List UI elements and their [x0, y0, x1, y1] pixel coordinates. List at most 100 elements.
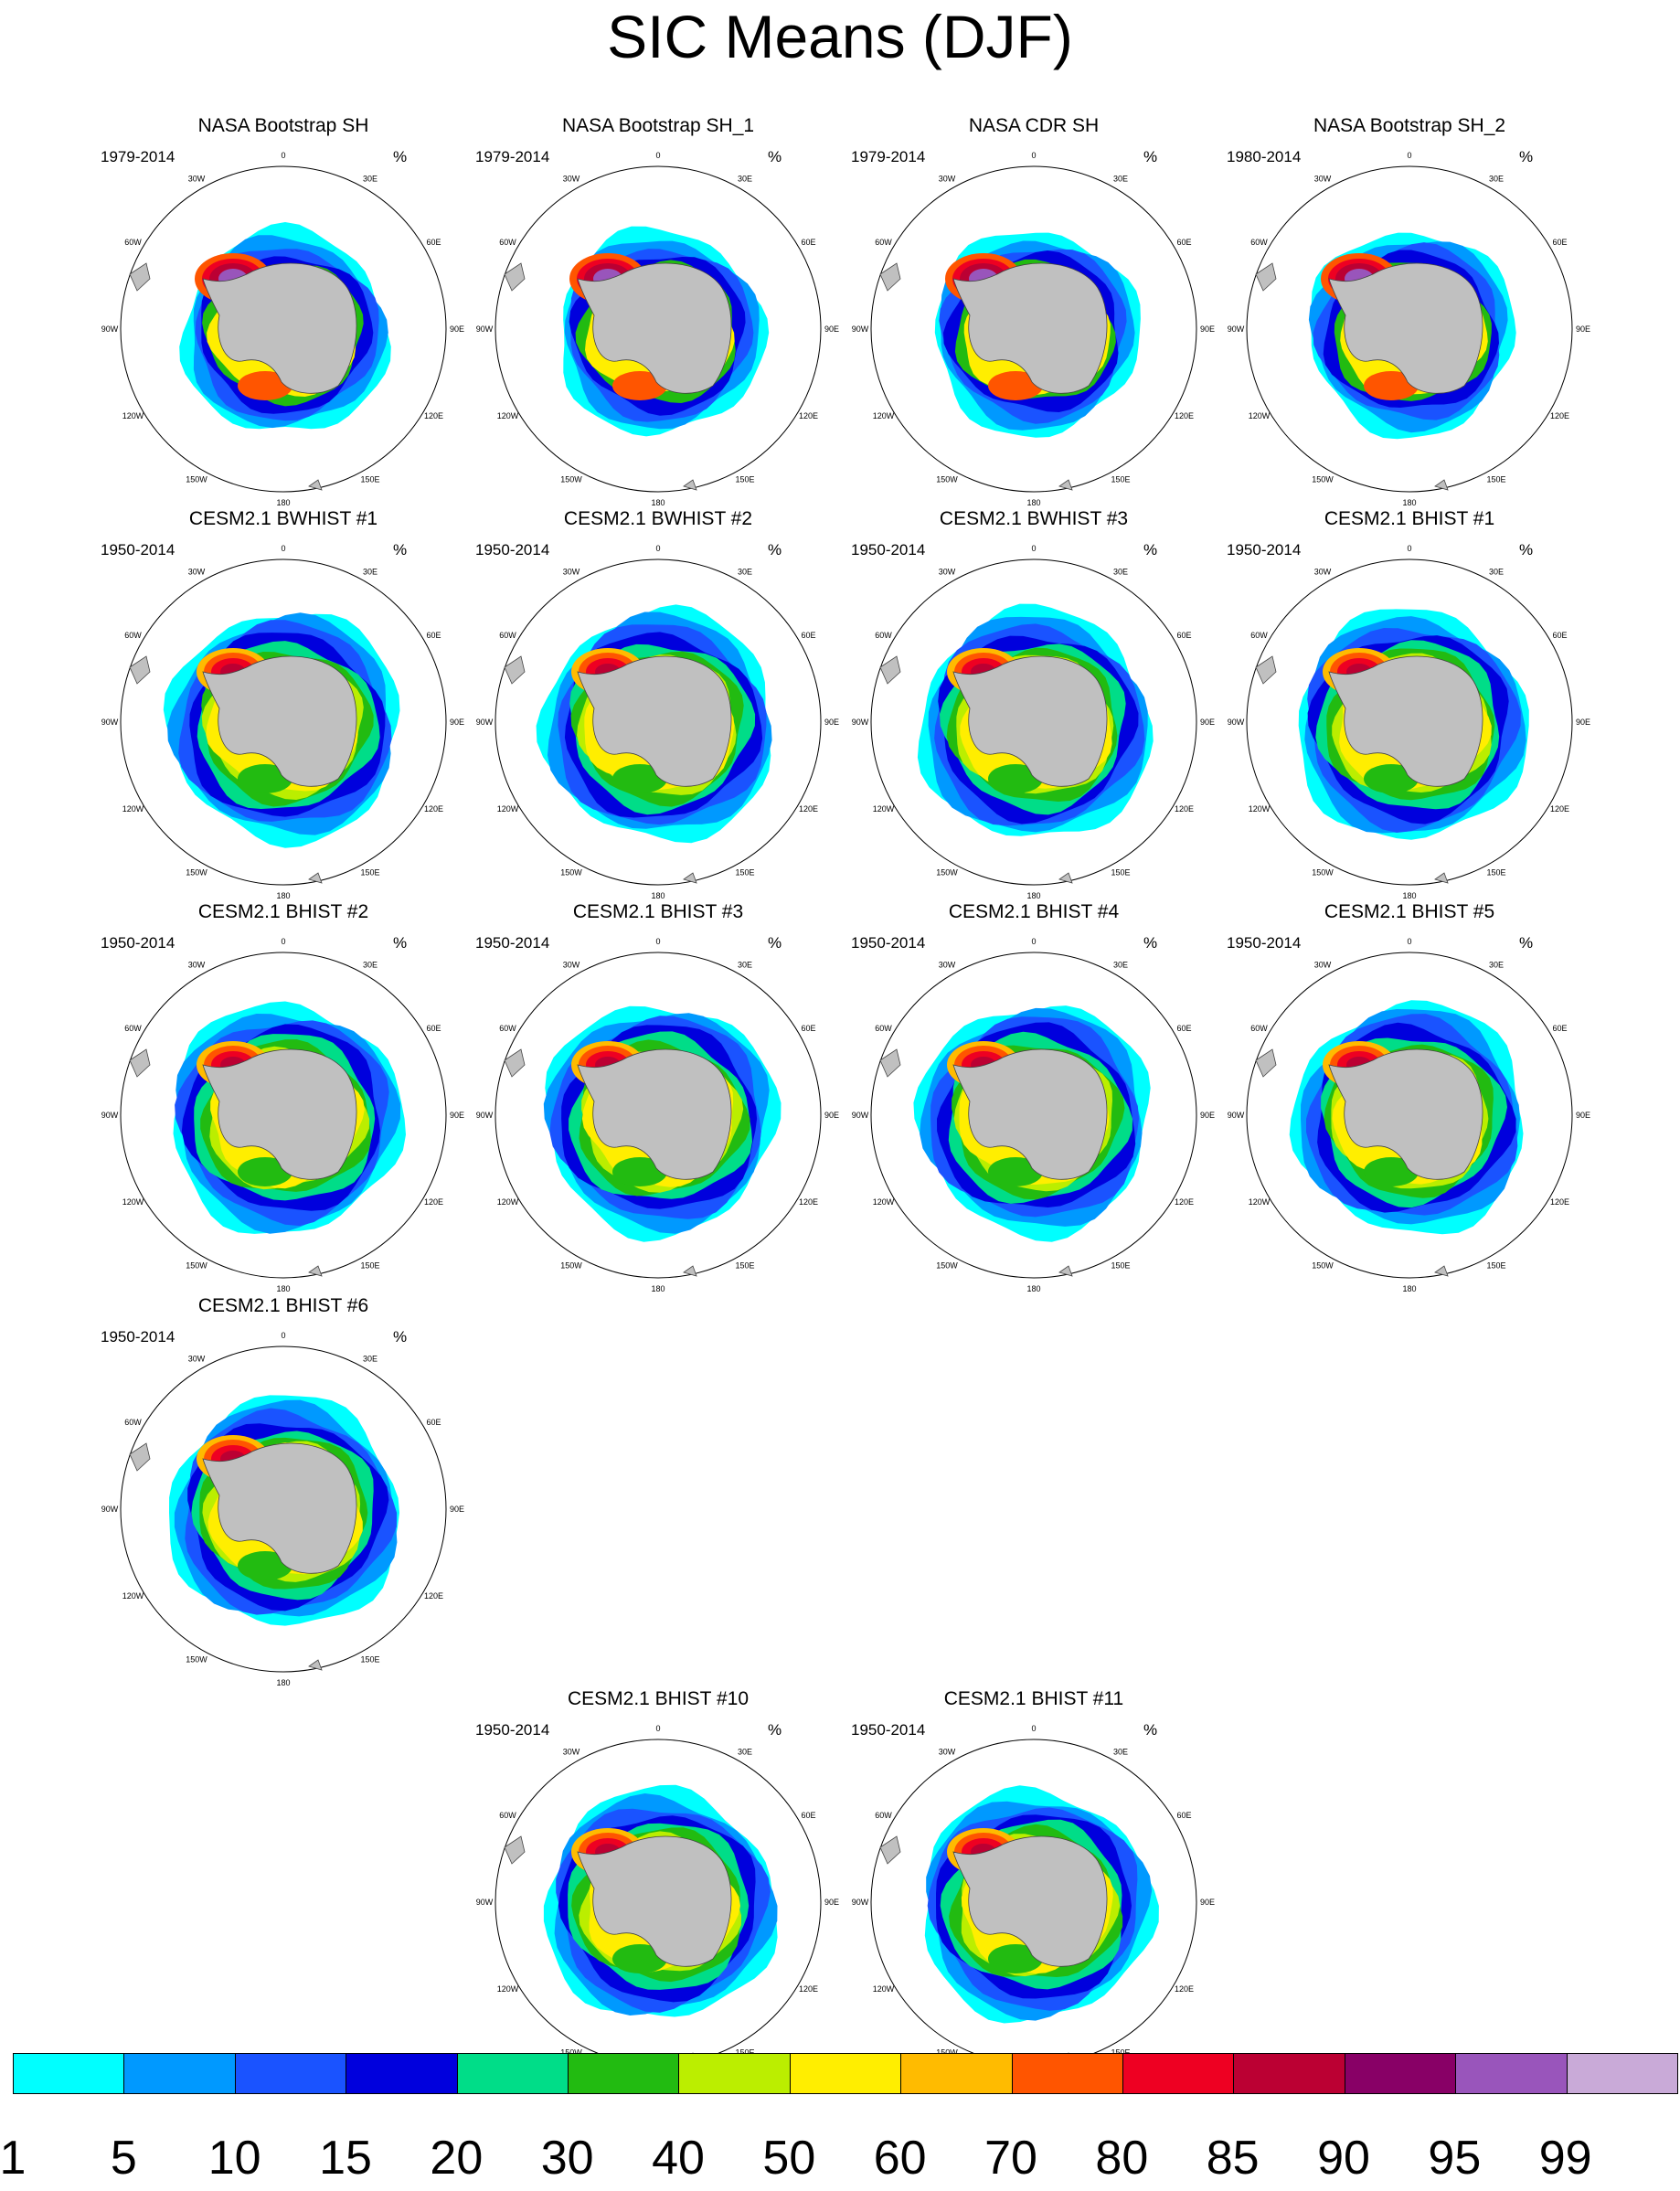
new-zealand-landmass: [308, 479, 323, 491]
panel-title: CESM2.1 BWHIST #3: [939, 508, 1129, 529]
longitude-label: 120W: [1249, 804, 1271, 814]
longitude-label: 30W: [939, 568, 956, 577]
south-america-landmass: [1255, 1048, 1277, 1078]
panel-title: CESM2.1 BHIST #3: [572, 901, 744, 922]
ross-sea-ice: [238, 1157, 292, 1186]
longitude-label: 120E: [1175, 804, 1194, 814]
longitude-label: 150W: [186, 868, 207, 877]
colorbar-swatch: [14, 2054, 125, 2093]
longitude-label: 150W: [560, 2048, 582, 2058]
antarctica-landmass: [1328, 1048, 1483, 1180]
longitude-label: 30W: [939, 961, 956, 970]
colorbar-swatch: [235, 2054, 347, 2093]
longitude-label: 0: [1407, 544, 1411, 553]
panel-period: 1979-2014: [851, 148, 926, 165]
antarctica-landmass: [202, 1442, 357, 1574]
longitude-label: 120E: [1175, 1197, 1194, 1207]
colorbar-tick-label: 60: [873, 2132, 927, 2185]
map-panel: CESM2.1 BWHIST #3 1950-2014% 0 30E 60E 90E 120…: [846, 507, 1221, 900]
south-america-landmass: [879, 1835, 901, 1865]
longitude-label: 150E: [1486, 1261, 1505, 1271]
longitude-label: 0: [655, 1724, 660, 1733]
longitude-label: 30W: [563, 568, 580, 577]
longitude-label: 90W: [1228, 1111, 1245, 1120]
longitude-label: 180: [651, 498, 665, 507]
longitude-label: 180: [651, 891, 665, 900]
ross-sea-ice: [1364, 1157, 1419, 1186]
colorbar-tick-label: 40: [652, 2132, 705, 2185]
longitude-label: 60E: [426, 631, 441, 640]
longitude-label: 30E: [363, 961, 377, 970]
longitude-label: 60E: [1552, 238, 1567, 247]
longitude-label: 180: [1026, 1284, 1040, 1293]
longitude-label: 60E: [1176, 238, 1191, 247]
longitude-label: 150W: [1312, 868, 1334, 877]
longitude-label: 180: [1026, 891, 1040, 900]
south-america-landmass: [504, 1835, 526, 1865]
new-zealand-landmass: [308, 872, 323, 884]
longitude-label: 0: [281, 1331, 285, 1340]
longitude-label: 0: [1031, 544, 1036, 553]
panel-unit: %: [1143, 541, 1158, 558]
panel-period: 1950-2014: [851, 1721, 926, 1739]
panel-title: NASA Bootstrap SH_2: [1313, 115, 1506, 136]
longitude-label: 150E: [360, 1655, 379, 1665]
longitude-label: 120E: [799, 804, 818, 814]
longitude-label: 60W: [124, 238, 142, 247]
longitude-label: 120E: [799, 411, 818, 420]
longitude-label: 30W: [188, 568, 206, 577]
panel-title: NASA CDR SH: [968, 115, 1100, 136]
longitude-label: 0: [1407, 937, 1411, 946]
longitude-label: 30W: [563, 175, 580, 184]
longitude-label: 90E: [1200, 1111, 1215, 1120]
longitude-label: 30W: [1314, 175, 1332, 184]
longitude-label: 180: [1026, 498, 1040, 507]
map-panel: CESM2.1 BHIST #2 1950-2014% 0 30E 60E 90E 120E…: [96, 900, 471, 1293]
antarctica-landmass: [202, 655, 357, 787]
longitude-label: 30E: [1113, 961, 1128, 970]
panel-title: CESM2.1 BHIST #10: [567, 1688, 750, 1709]
longitude-label: 120W: [122, 1591, 144, 1601]
longitude-label: 90W: [101, 324, 119, 334]
longitude-label: 150E: [1111, 1261, 1130, 1271]
longitude-label: 120E: [424, 1197, 443, 1207]
panel-period: 1950-2014: [101, 1328, 175, 1345]
south-america-landmass: [504, 1048, 526, 1078]
panel-period: 1979-2014: [101, 148, 175, 165]
colorbar-tick-label: 10: [207, 2132, 261, 2185]
longitude-label: 90W: [476, 324, 494, 334]
longitude-label: 120E: [1550, 1197, 1569, 1207]
longitude-label: 150E: [360, 868, 379, 877]
panel-unit: %: [1519, 541, 1534, 558]
longitude-label: 150E: [1486, 475, 1505, 484]
map-panel: CESM2.1 BHIST #11 1950-2014% 0 30E 60E 90E 120…: [846, 1687, 1221, 2080]
longitude-label: 90W: [1228, 324, 1245, 334]
colorbar-swatch: [901, 2054, 1013, 2093]
colorbar-tick-label: 80: [1095, 2132, 1149, 2185]
longitude-label: 90E: [824, 1898, 839, 1907]
panel-period: 1950-2014: [101, 541, 175, 558]
panel-period: 1950-2014: [851, 541, 926, 558]
longitude-label: 90W: [101, 1505, 119, 1514]
south-america-landmass: [879, 655, 901, 685]
antarctica-landmass: [1328, 262, 1483, 394]
panel-unit: %: [768, 1721, 782, 1739]
longitude-label: 60E: [801, 1024, 815, 1033]
panel-unit: %: [1519, 934, 1534, 952]
longitude-label: 30E: [1113, 175, 1128, 184]
longitude-label: 120W: [122, 411, 144, 420]
longitude-label: 120W: [497, 1197, 519, 1207]
longitude-label: 150E: [1111, 475, 1130, 484]
longitude-label: 0: [655, 937, 660, 946]
longitude-label: 180: [276, 891, 290, 900]
longitude-label: 180: [276, 1678, 290, 1687]
ross-sea-ice: [612, 1944, 667, 1973]
longitude-label: 90E: [1576, 718, 1590, 727]
longitude-label: 150E: [735, 1261, 754, 1271]
panel-unit: %: [768, 541, 782, 558]
longitude-label: 30E: [1489, 175, 1504, 184]
